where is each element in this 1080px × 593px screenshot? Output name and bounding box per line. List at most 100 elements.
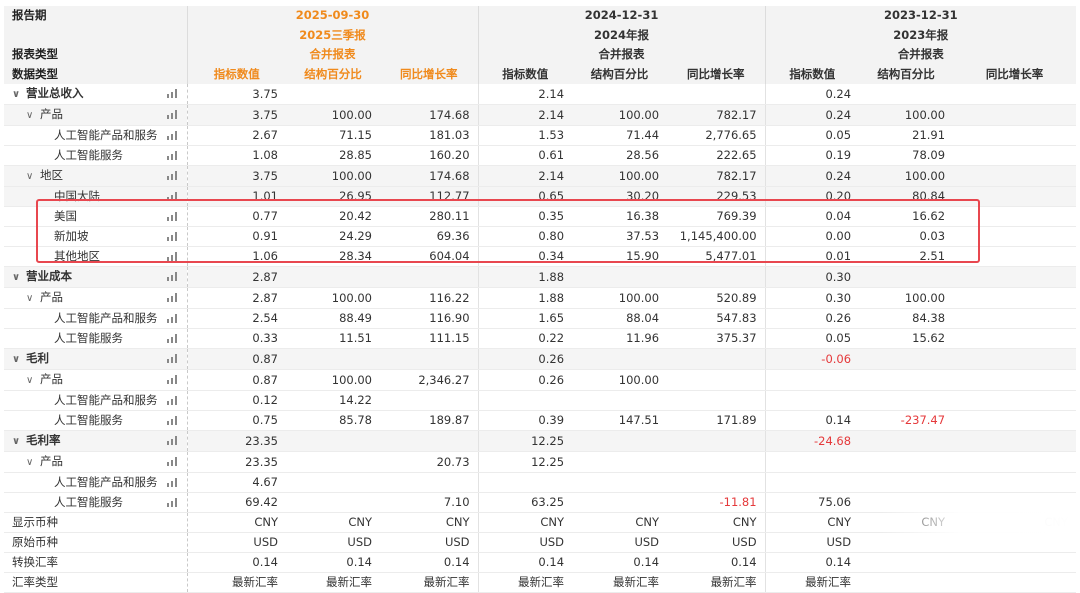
table-row[interactable]: ∨ 毛利 0.87 0.26 -0.06 bbox=[4, 348, 1077, 370]
table-row[interactable]: 转换汇率 0.14 0.14 0.14 0.14 0.14 0.14 0.14 bbox=[4, 552, 1077, 573]
value-cell bbox=[764, 369, 860, 391]
value-cell: 100.00 bbox=[572, 287, 668, 309]
bar-chart-icon[interactable] bbox=[166, 334, 179, 343]
table-row[interactable]: 人工智能产品和服务 2.67 71.15 181.03 1.53 71.44 2,776.6… bbox=[4, 125, 1077, 146]
row-name-cell[interactable]: ∨ 产品 bbox=[4, 451, 187, 473]
table-row[interactable]: 人工智能服务 69.42 7.10 63.25 -11.81 75.06 bbox=[4, 492, 1077, 513]
value-cell: 24.29 bbox=[286, 226, 380, 247]
row-name-cell: 转换汇率 bbox=[4, 552, 187, 573]
value-cell: CNY bbox=[764, 512, 860, 533]
column-header[interactable]: 指标数值 bbox=[477, 64, 573, 84]
row-name-cell[interactable]: ∨ 产品 bbox=[4, 104, 187, 126]
row-name-cell[interactable]: ∨ 营业总收入 bbox=[4, 84, 187, 105]
bar-chart-icon[interactable] bbox=[166, 498, 179, 507]
value-cell: 85.78 bbox=[286, 410, 380, 431]
value-cell bbox=[380, 390, 479, 411]
table-row[interactable]: ∨ 产品 2.87 100.00 116.22 1.88 100.00 520.89 0.30 1… bbox=[4, 287, 1077, 309]
row-name-cell[interactable]: ∨ 毛利 bbox=[4, 348, 187, 370]
value-cell: 3.75 bbox=[186, 84, 286, 105]
table-row[interactable]: ∨ 营业总收入 3.75 2.14 0.24 bbox=[4, 84, 1077, 105]
chevron-down-icon[interactable]: ∨ bbox=[26, 110, 34, 121]
row-name-cell[interactable]: ∨ 毛利率 bbox=[4, 430, 187, 452]
chevron-down-icon[interactable]: ∨ bbox=[12, 354, 21, 365]
chevron-down-icon[interactable]: ∨ bbox=[26, 171, 34, 182]
bar-chart-icon[interactable] bbox=[166, 375, 179, 384]
row-label: 原始币种 bbox=[12, 535, 58, 549]
bar-chart-icon[interactable] bbox=[166, 293, 179, 302]
value-cell bbox=[667, 451, 766, 473]
chevron-down-icon[interactable]: ∨ bbox=[12, 436, 21, 447]
bar-chart-icon[interactable] bbox=[166, 272, 179, 281]
row-label: 人工智能产品和服务 bbox=[54, 128, 158, 142]
column-header[interactable]: 结构百分比 bbox=[572, 64, 668, 84]
column-header[interactable]: 结构百分比 bbox=[286, 64, 380, 84]
value-cell: 21.91 bbox=[859, 125, 954, 146]
bar-chart-icon[interactable] bbox=[166, 192, 179, 201]
table-row[interactable]: 美国 0.77 20.42 280.11 0.35 16.38 769.39 0.04 16.6… bbox=[4, 206, 1077, 227]
table-row[interactable]: 其他地区 1.06 28.34 604.04 0.34 15.90 5,477.01 0.01… bbox=[4, 246, 1077, 267]
row-name-cell[interactable]: ∨ 营业成本 bbox=[4, 266, 187, 288]
column-header[interactable]: 同比增长率 bbox=[667, 64, 766, 84]
column-header[interactable]: 同比增长率 bbox=[380, 64, 479, 84]
value-cell: USD bbox=[286, 532, 380, 553]
bar-chart-icon[interactable] bbox=[166, 314, 179, 323]
chevron-down-icon[interactable]: ∨ bbox=[26, 457, 34, 468]
table-row[interactable]: 人工智能服务 1.08 28.85 160.20 0.61 28.56 222.65 0.19… bbox=[4, 145, 1077, 166]
chevron-down-icon[interactable]: ∨ bbox=[26, 375, 34, 386]
table-row[interactable]: 显示币种 CNY CNY CNY CNY CNY CNY CNY CNY CNY bbox=[4, 512, 1077, 533]
bar-chart-icon[interactable] bbox=[166, 354, 179, 363]
table-row[interactable]: 人工智能产品和服务 2.54 88.49 116.90 1.65 88.04 547.83 0… bbox=[4, 308, 1077, 329]
value-cell: USD bbox=[764, 532, 860, 553]
chevron-down-icon[interactable]: ∨ bbox=[12, 89, 21, 100]
table-row[interactable]: 新加坡 0.91 24.29 69.36 0.80 37.53 1,145,400.00 0.… bbox=[4, 226, 1077, 247]
table-row[interactable]: 人工智能产品和服务 0.12 14.22 bbox=[4, 390, 1077, 411]
bar-chart-icon[interactable] bbox=[166, 212, 179, 221]
chevron-down-icon[interactable]: ∨ bbox=[12, 272, 21, 283]
table-row[interactable]: 人工智能产品和服务 4.67 bbox=[4, 472, 1077, 493]
bar-chart-icon[interactable] bbox=[166, 436, 179, 445]
bar-chart-icon[interactable] bbox=[166, 416, 179, 425]
table-row[interactable]: ∨ 毛利率 23.35 12.25 -24.68 bbox=[4, 430, 1077, 452]
table-row[interactable]: 原始币种 USD USD USD USD USD USD USD bbox=[4, 532, 1077, 553]
table-row[interactable]: 人工智能服务 0.33 11.51 111.15 0.22 11.96 375.37 0.05… bbox=[4, 328, 1077, 349]
table-row[interactable]: ∨ 产品 3.75 100.00 174.68 2.14 100.00 782.17 0.24 1… bbox=[4, 104, 1077, 126]
row-name-cell[interactable]: ∨ 地区 bbox=[4, 165, 187, 187]
bar-chart-icon[interactable] bbox=[166, 151, 179, 160]
value-cell bbox=[380, 84, 479, 105]
bar-chart-icon[interactable] bbox=[166, 478, 179, 487]
column-header[interactable]: 结构百分比 bbox=[859, 64, 954, 84]
bar-chart-icon[interactable] bbox=[166, 232, 179, 241]
value-cell: 604.04 bbox=[380, 246, 479, 267]
value-cell: 0.12 bbox=[186, 390, 286, 411]
bar-chart-icon[interactable] bbox=[166, 131, 179, 140]
table-row[interactable]: 中国大陆 1.01 26.95 112.77 0.65 30.20 229.53 0.20 80… bbox=[4, 186, 1077, 207]
bar-chart-icon[interactable] bbox=[166, 457, 179, 466]
row-name-cell[interactable]: ∨ 产品 bbox=[4, 369, 187, 391]
row-label: 人工智能服务 bbox=[54, 413, 123, 427]
row-name-cell[interactable]: ∨ 产品 bbox=[4, 287, 187, 309]
value-cell bbox=[953, 226, 1077, 247]
bar-chart-icon[interactable] bbox=[166, 252, 179, 261]
bar-chart-icon[interactable] bbox=[166, 89, 179, 98]
value-cell bbox=[859, 472, 954, 493]
period-report: 2023年报 bbox=[764, 25, 1077, 45]
table-row[interactable]: ∨ 营业成本 2.87 1.88 0.30 bbox=[4, 266, 1077, 288]
table-row[interactable]: 人工智能服务 0.75 85.78 189.87 0.39 147.51 171.89 0.1… bbox=[4, 410, 1077, 431]
column-header[interactable]: 同比增长率 bbox=[953, 64, 1077, 84]
bar-chart-icon[interactable] bbox=[166, 396, 179, 405]
value-cell bbox=[953, 390, 1077, 411]
value-cell: 0.26 bbox=[477, 348, 573, 370]
table-row[interactable]: ∨ 产品 23.35 20.73 12.25 bbox=[4, 451, 1077, 473]
value-cell bbox=[286, 348, 380, 370]
bar-chart-icon[interactable] bbox=[166, 110, 179, 119]
chevron-down-icon[interactable]: ∨ bbox=[26, 293, 34, 304]
table-row[interactable]: ∨ 地区 3.75 100.00 174.68 2.14 100.00 782.17 0.24 1… bbox=[4, 165, 1077, 187]
table-row[interactable]: ∨ 产品 0.87 100.00 2,346.27 0.26 100.00 bbox=[4, 369, 1077, 391]
table-row[interactable]: 汇率类型 最新汇率 最新汇率 最新汇率 最新汇率 最新汇率 最新汇率 最新汇率 bbox=[4, 572, 1077, 593]
bar-chart-icon[interactable] bbox=[166, 171, 179, 180]
value-cell: 28.34 bbox=[286, 246, 380, 267]
value-cell: 11.51 bbox=[286, 328, 380, 349]
value-cell: 112.77 bbox=[380, 186, 479, 207]
column-header[interactable]: 指标数值 bbox=[186, 64, 286, 84]
column-header[interactable]: 指标数值 bbox=[764, 64, 860, 84]
